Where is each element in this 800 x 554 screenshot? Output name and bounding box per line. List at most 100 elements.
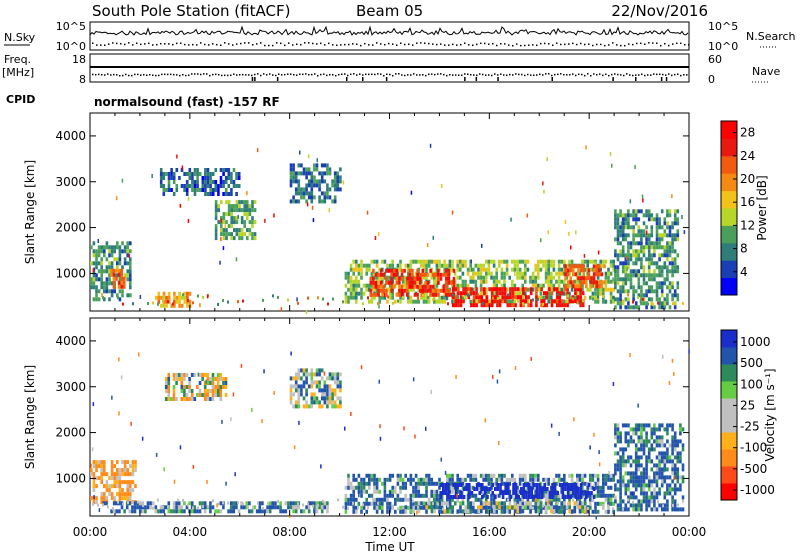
data-cell [307, 183, 311, 188]
nsearch-point [328, 42, 330, 45]
data-cell [592, 268, 596, 273]
data-cell [544, 259, 548, 264]
nave-point [548, 73, 550, 75]
data-cell [472, 271, 475, 276]
data-cell [522, 287, 525, 292]
power-colorbar-tick-label: 12 [740, 218, 755, 232]
data-cell [110, 492, 114, 497]
nave-point [155, 74, 157, 77]
data-cell [438, 299, 441, 304]
data-cell [233, 236, 236, 241]
speckle-cell [570, 245, 572, 250]
data-cell [561, 291, 564, 296]
data-cell [658, 491, 661, 496]
data-cell [198, 373, 202, 377]
nave-point [236, 74, 238, 76]
data-cell [645, 431, 648, 436]
data-cell [326, 163, 329, 168]
speckle-cell [550, 423, 553, 428]
data-cell [616, 459, 620, 464]
data-cell [511, 267, 514, 272]
speckle-cell [221, 419, 223, 424]
data-cell [535, 495, 539, 499]
ground-scatter-cell [102, 503, 104, 507]
data-cell [586, 259, 589, 264]
data-cell [416, 268, 419, 273]
data-cell [522, 495, 526, 499]
ground-scatter-cell [632, 500, 634, 504]
data-cell [118, 484, 122, 489]
data-cell [538, 483, 541, 487]
data-cell [172, 180, 176, 184]
data-cell [224, 381, 228, 385]
speckle-cell [620, 221, 623, 226]
nave-point [110, 74, 112, 76]
data-cell [619, 305, 622, 310]
nsearch-point [600, 43, 602, 46]
data-cell [451, 295, 455, 300]
ground-scatter-cell [187, 299, 189, 303]
data-cell [658, 443, 661, 448]
data-cell [583, 259, 587, 264]
data-cell [407, 267, 410, 272]
data-cell [634, 479, 638, 484]
data-cell [514, 287, 517, 292]
ground-scatter-cell [357, 506, 359, 510]
data-cell [540, 299, 543, 304]
data-cell [193, 168, 197, 172]
nsearch-point [652, 42, 654, 44]
data-cell [614, 285, 617, 290]
data-cell [535, 295, 538, 300]
data-cell [632, 289, 635, 294]
data-cell [347, 279, 350, 284]
data-cell [167, 393, 171, 397]
data-cell [508, 477, 511, 482]
data-cell [574, 487, 578, 491]
data-cell [668, 213, 672, 218]
data-cell [653, 495, 656, 500]
speckle-cell [151, 174, 153, 178]
data-cell [289, 183, 293, 188]
data-cell [676, 265, 680, 270]
data-cell [572, 268, 575, 273]
data-cell [647, 455, 651, 460]
nave-point [233, 73, 235, 75]
data-cell [118, 501, 121, 506]
data-cell [663, 475, 667, 480]
data-cell [297, 372, 301, 377]
data-cell [552, 267, 556, 272]
nave-point [683, 74, 685, 76]
nsearch-point [352, 43, 354, 45]
ground-scatter-cell [517, 299, 519, 303]
data-cell [609, 477, 613, 482]
data-cell [609, 501, 613, 506]
data-cell [271, 501, 275, 506]
nave-point [131, 74, 133, 77]
data-cell [360, 259, 363, 264]
data-cell [642, 233, 646, 238]
data-cell [331, 183, 334, 188]
data-cell [433, 501, 436, 506]
data-cell [175, 373, 178, 377]
data-cell [547, 295, 550, 300]
data-cell [134, 464, 137, 469]
data-cell [477, 275, 480, 280]
data-cell [391, 291, 394, 296]
data-cell [149, 501, 152, 506]
data-cell [614, 451, 617, 456]
data-cell [331, 376, 334, 381]
data-cell [357, 481, 361, 486]
nsearch-point [172, 43, 174, 46]
data-cell [400, 276, 404, 281]
data-cell [573, 505, 576, 510]
speckle-cell [598, 450, 600, 455]
data-cell [414, 271, 418, 276]
data-cell [251, 204, 254, 209]
nave-point [419, 74, 421, 76]
ground-scatter-cell [462, 296, 464, 300]
data-cell [331, 392, 334, 397]
data-cell [658, 305, 661, 310]
data-cell [404, 283, 407, 288]
data-cell [619, 435, 622, 440]
data-cell [108, 492, 111, 497]
